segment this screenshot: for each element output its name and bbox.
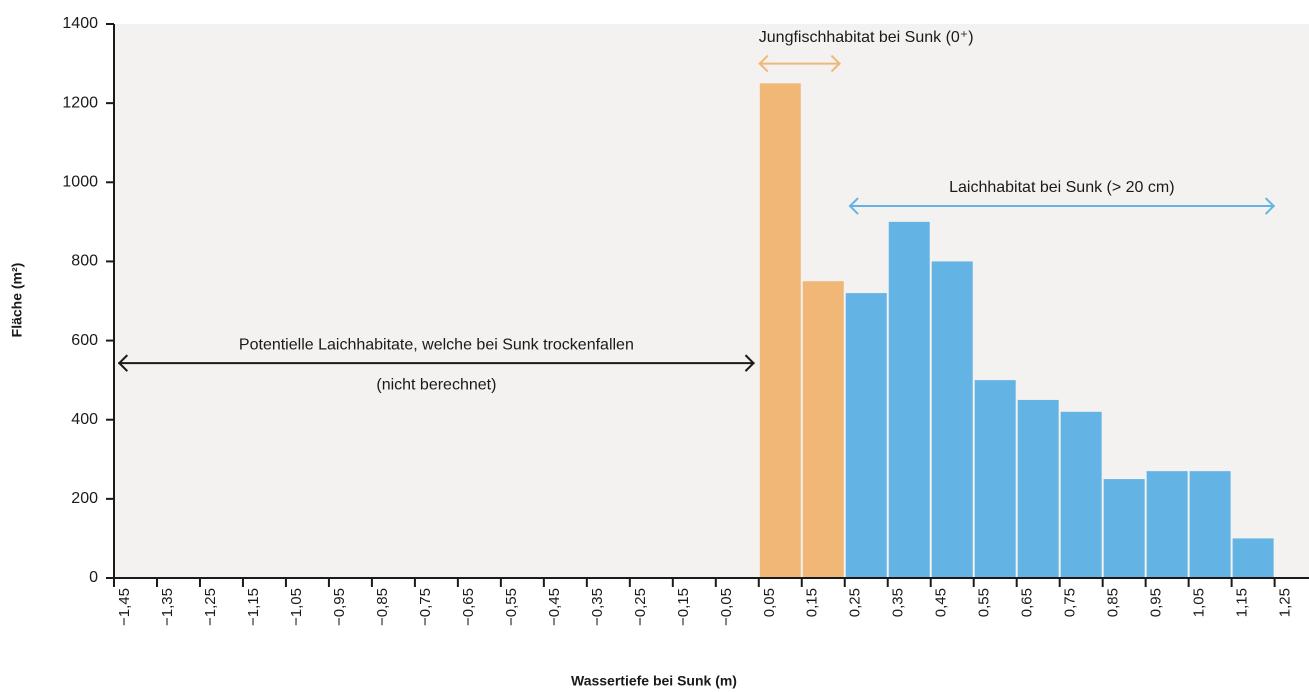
annotation-text: Potentielle Laichhabitate, welche bei Su…: [239, 336, 634, 353]
bar: [1232, 538, 1274, 578]
annotation-text: Jungfischhabitat bei Sunk (0⁺): [759, 29, 974, 46]
y-tick-label: 600: [71, 332, 98, 349]
x-tick-label: 0,35: [890, 588, 907, 617]
bar: [1060, 411, 1102, 578]
arrow-head: [758, 54, 769, 73]
x-tick-label: −1,25: [202, 588, 219, 626]
bar: [1146, 471, 1188, 578]
x-tick-label: −0,85: [374, 588, 391, 626]
x-tick-label: 0,55: [976, 588, 993, 617]
x-tick-label: −0,75: [417, 588, 434, 626]
bar: [802, 281, 844, 578]
x-tick-label: 0,95: [1148, 588, 1165, 617]
y-tick-label: 0: [89, 569, 98, 586]
bar: [1017, 399, 1059, 578]
x-axis-label: Wassertiefe bei Sunk (m): [571, 673, 737, 689]
y-tick-label: 1200: [62, 94, 98, 111]
x-tick-label: 0,75: [1062, 588, 1079, 617]
annotation-subtext: (nicht berechnet): [376, 376, 496, 393]
x-tick-label: −0,25: [632, 588, 649, 626]
x-tick-label: 0,65: [1019, 588, 1036, 617]
x-tick-label: −1,05: [288, 588, 305, 626]
x-tick-label: 1,05: [1191, 588, 1208, 617]
x-tick-label: −0,45: [546, 588, 563, 626]
x-tick-label: 0,85: [1105, 588, 1122, 617]
bar: [1189, 471, 1231, 578]
x-tick-label: −0,55: [503, 588, 520, 626]
arrow-head: [744, 354, 755, 372]
arrow-head: [830, 54, 841, 73]
y-tick-label: 400: [71, 411, 98, 428]
x-tick-label: 0,15: [804, 588, 821, 617]
bar: [759, 83, 801, 578]
y-axis-label: Fläche (m²): [9, 263, 25, 338]
y-tick-label: 800: [71, 253, 98, 270]
x-tick-label: −0,15: [675, 588, 692, 626]
y-tick-label: 1000: [62, 174, 98, 191]
x-tick-label: −1,35: [159, 588, 176, 626]
bar: [1103, 479, 1145, 578]
x-tick-label: −1,15: [245, 588, 262, 626]
arrow-head: [1264, 197, 1276, 215]
x-tick-label: 1,15: [1234, 588, 1251, 617]
x-tick-label: −1,45: [116, 588, 133, 626]
y-tick-label: 200: [71, 490, 98, 507]
bar: [974, 380, 1016, 578]
bar: [845, 293, 887, 578]
x-tick-label: −0,35: [589, 588, 606, 626]
x-tick-label: −0,95: [331, 588, 348, 626]
x-tick-label: 0,05: [761, 588, 778, 617]
x-tick-label: −0,65: [460, 588, 477, 626]
arrow-head: [117, 354, 129, 372]
x-tick-label: −0,05: [718, 588, 735, 626]
x-tick-label: 1,25: [1277, 588, 1294, 617]
bar: [931, 261, 973, 578]
x-tick-label: 0,45: [933, 588, 950, 617]
arrow-head: [848, 197, 859, 215]
y-tick-label: 1400: [62, 15, 98, 32]
annotation-text: Laichhabitat bei Sunk (> 20 cm): [949, 179, 1174, 196]
bar: [888, 221, 930, 578]
x-tick-label: 0,25: [847, 588, 864, 617]
